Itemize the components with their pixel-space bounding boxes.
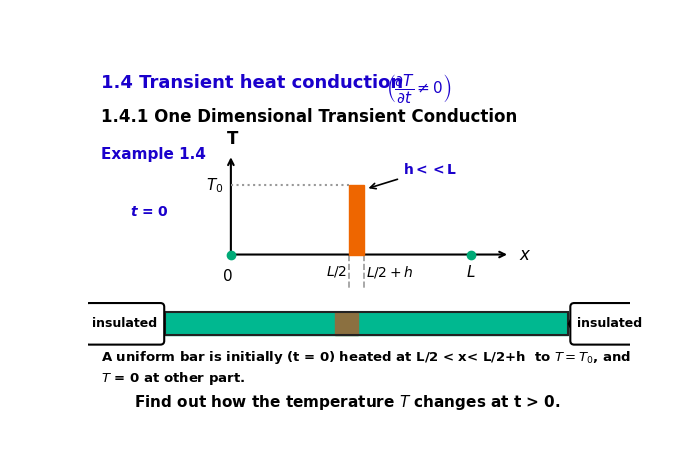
Text: Example 1.4: Example 1.4 [102, 147, 206, 162]
Text: insulated: insulated [578, 317, 643, 330]
Bar [349, 185, 364, 254]
FancyBboxPatch shape [85, 303, 164, 345]
Text: 1.4 Transient heat conduction: 1.4 Transient heat conduction [102, 74, 404, 92]
Text: $L/2$: $L/2$ [326, 264, 347, 279]
Polygon shape [160, 315, 164, 333]
Text: Find out how the temperature $\mathit{T}$ changes at t > 0.: Find out how the temperature $\mathit{T}… [134, 393, 561, 412]
Text: $L/2+h$: $L/2+h$ [365, 264, 413, 280]
Bar [165, 312, 568, 336]
Text: $T_0$: $T_0$ [206, 176, 223, 194]
Bar [165, 312, 568, 336]
Text: $x$: $x$ [519, 245, 531, 263]
Text: 1.4.1 One Dimensional Transient Conduction: 1.4.1 One Dimensional Transient Conducti… [102, 108, 518, 126]
Text: $\bfit{t}$ = 0: $\bfit{t}$ = 0 [130, 205, 169, 219]
Polygon shape [569, 315, 573, 333]
Text: $T$ = 0 at other part.: $T$ = 0 at other part. [102, 370, 246, 387]
Text: $0$: $0$ [222, 269, 232, 285]
FancyBboxPatch shape [570, 303, 650, 345]
Bar [335, 312, 358, 336]
Text: $\left(\dfrac{\partial T}{\partial t} \neq 0\right)$: $\left(\dfrac{\partial T}{\partial t} \n… [386, 72, 452, 105]
Text: A uniform bar is initially (t = 0) heated at L/2 < x< L/2+h  to $T = T_0$, and: A uniform bar is initially (t = 0) heate… [102, 349, 631, 366]
Text: insulated: insulated [92, 317, 158, 330]
Text: $\mathbf{h<<L}$: $\mathbf{h<<L}$ [370, 162, 457, 189]
Text: $L$: $L$ [466, 264, 476, 280]
Text: $\mathbf{T}$: $\mathbf{T}$ [226, 130, 239, 148]
